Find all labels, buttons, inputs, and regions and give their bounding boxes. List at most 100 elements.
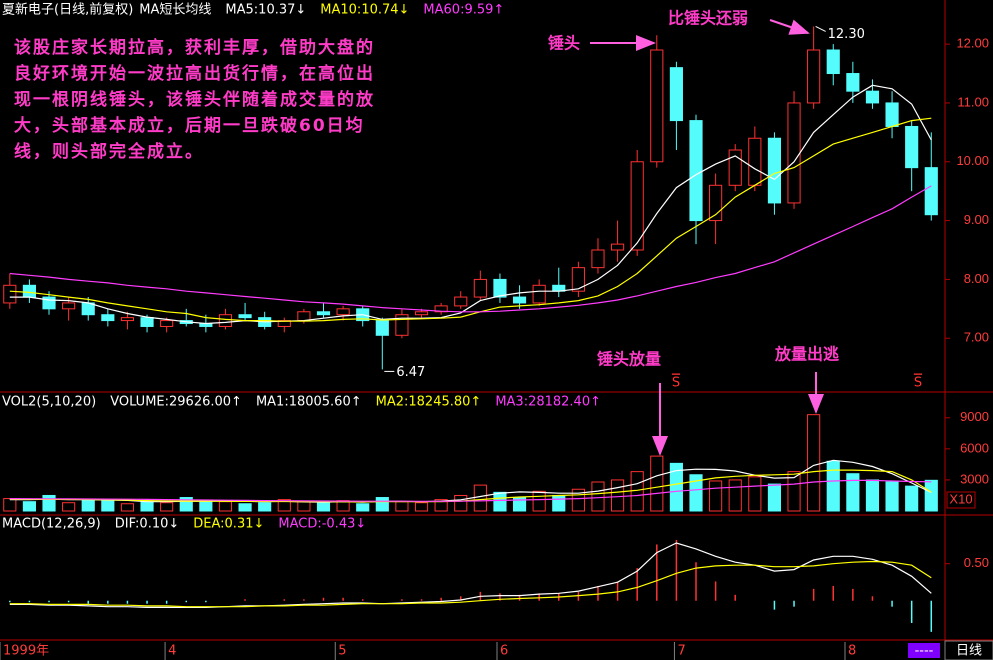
candle-body (611, 243, 625, 251)
ma-line (9, 542, 932, 608)
y-tick-label: 3000 (960, 471, 989, 486)
candle-body (787, 102, 801, 204)
volume-bar (101, 500, 115, 512)
candle-body (414, 311, 429, 316)
candle-body (630, 161, 644, 251)
x-tick-label: 1999年 (3, 644, 49, 659)
volume-bar (532, 490, 546, 512)
candle-body (807, 49, 821, 104)
volume-bar (62, 502, 76, 512)
volume-bar (414, 502, 429, 512)
note-line: 大，头部基本成立，后期一旦跌破60日均 (14, 115, 365, 136)
candle-body (728, 149, 742, 186)
volume-bar (375, 497, 389, 512)
candle-body (826, 49, 840, 75)
volume-bar (81, 499, 95, 512)
ma-line (9, 479, 932, 502)
high-label: 12.30 (828, 27, 865, 42)
panel-title: MACD(12,26,9) (2, 517, 101, 532)
volume-bar (258, 502, 272, 512)
volume-bar (611, 479, 625, 512)
candle-body (375, 320, 389, 336)
ma-line (9, 84, 932, 325)
y-tick-label: 10.00 (956, 153, 989, 168)
panel-title: 夏新电子(日线,前复权) (2, 2, 133, 18)
volume-bar (591, 481, 605, 512)
candle-body (297, 311, 311, 322)
candle-body (748, 137, 762, 186)
volume-bar (669, 462, 683, 512)
ma-line (9, 117, 932, 322)
volume-bar (728, 479, 742, 512)
legend-entry: MA3:28182.40↑ (495, 395, 601, 410)
volume-bar (218, 501, 233, 512)
candle-body (336, 308, 350, 316)
candle-body (120, 317, 135, 322)
candle-body (42, 296, 56, 310)
candle-body (101, 314, 115, 322)
note-line: 良好环境开始一波拉高出货行情，在高位出 (14, 63, 375, 84)
candle-body (532, 284, 546, 304)
legend-entry: MA1:18005.60↑ (256, 395, 362, 410)
volume-bar (493, 491, 507, 512)
volume-bar (650, 455, 664, 512)
candle-body (591, 249, 605, 269)
candle-body (238, 314, 252, 319)
period-button-label[interactable]: 日线 (956, 644, 982, 659)
candle-body (277, 320, 291, 327)
candle-body (689, 120, 703, 222)
sell-signal: S (914, 376, 922, 391)
volume-bar (807, 414, 821, 512)
candle-body (454, 296, 468, 307)
candle-body (3, 284, 17, 304)
candle-body (905, 125, 919, 169)
volume-bar (3, 498, 17, 512)
candle-body (846, 73, 860, 92)
annotation: 比锤头还弱 (668, 9, 748, 28)
y-tick-label: 9.00 (964, 212, 989, 227)
note-line: 该股庄家长期拉高，获利丰厚，借助大盘的 (14, 37, 375, 58)
candle-body (512, 296, 527, 304)
x-tick-label: 8 (848, 644, 856, 659)
volume-bar (42, 494, 56, 512)
x-tick-label: 5 (338, 644, 346, 659)
volume-bar (826, 460, 840, 512)
ma-line (9, 185, 932, 313)
candle-body (160, 320, 174, 327)
volume-bar (748, 476, 762, 512)
volume-bar (199, 500, 213, 512)
period-button[interactable] (944, 640, 993, 660)
candle-body (865, 90, 880, 104)
ma-line (9, 560, 932, 608)
legend-entry: MACD:-0.43↓ (278, 517, 366, 532)
volume-bar (709, 480, 723, 512)
volume-bar (767, 483, 782, 512)
axis-note: X10 (949, 491, 972, 506)
sell-signal: S (672, 376, 680, 391)
candle-body (493, 278, 507, 298)
volume-bar (924, 479, 938, 512)
volume-bar (630, 471, 644, 512)
ma-line (9, 469, 932, 503)
volume-bar (277, 499, 291, 512)
volume-bar (434, 499, 448, 512)
volume-bar (689, 474, 703, 512)
volume-bar (160, 502, 174, 512)
volume-bar (120, 503, 135, 512)
candle-body (767, 137, 782, 204)
x-tick-label: 7 (677, 644, 685, 659)
volume-bar (140, 501, 154, 512)
candle-body (571, 267, 585, 292)
volume-bar (846, 473, 860, 512)
volume-bar (238, 503, 252, 512)
y-tick-label: 6000 (960, 440, 989, 455)
y-tick-label: 9000 (960, 409, 989, 424)
annotation: 锤头放量 (597, 350, 661, 369)
legend-entry: MA10:10.74↓ (320, 3, 409, 18)
volume-bar (905, 485, 919, 512)
legend-entry: MA5:10.37↓ (225, 3, 306, 18)
x-tick-label: 4 (168, 644, 176, 659)
candle-body (885, 102, 899, 127)
y-tick-label: 0.50 (964, 555, 989, 570)
